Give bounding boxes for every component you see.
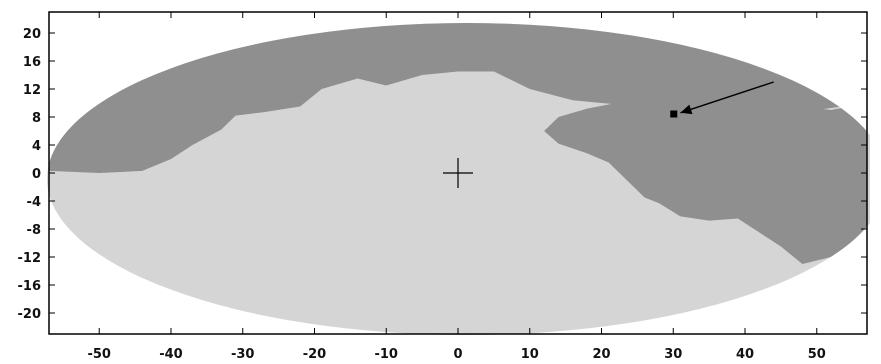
y-tick-label: -20 — [18, 307, 42, 322]
x-tick-label: 30 — [664, 347, 682, 362]
y-tick-label: -12 — [18, 251, 42, 266]
y-tick-label: 8 — [32, 111, 41, 126]
y-tick-label: -8 — [27, 223, 41, 238]
x-tick-label: -40 — [159, 347, 183, 362]
x-tick-label: 20 — [592, 347, 610, 362]
y-tick-label: 16 — [23, 55, 41, 70]
y-tick-label: -4 — [27, 195, 41, 210]
x-tick-label: -20 — [303, 347, 327, 362]
x-tick-label: 40 — [736, 347, 754, 362]
plot-frame — [48, 11, 868, 335]
y-tick-label: -16 — [18, 279, 42, 294]
x-tick-label: 0 — [453, 347, 462, 362]
arrow-line — [680, 81, 774, 114]
y-tick-label: 12 — [23, 83, 41, 98]
arrow-head — [680, 104, 693, 115]
highlighted-pixel — [670, 110, 678, 118]
x-tick-label: 10 — [521, 347, 539, 362]
marker-layer — [443, 81, 774, 188]
x-tick-label: -30 — [231, 347, 255, 362]
y-tick-label: 0 — [32, 167, 41, 182]
y-tick-label: 4 — [32, 139, 41, 154]
dark-region-east — [544, 97, 867, 265]
x-tick-label: -50 — [87, 347, 111, 362]
y-axis: 20 16 12 8 4 0 -4 -8 -12 -16 -20 — [18, 27, 867, 322]
dark-region-north — [49, 23, 867, 173]
y-tick-label: 20 — [23, 27, 41, 42]
x-tick-label: -10 — [374, 347, 398, 362]
x-axis: -50 -40 -30 -20 -10 0 10 20 30 40 50 — [87, 12, 826, 362]
x-tick-label: 50 — [808, 347, 826, 362]
